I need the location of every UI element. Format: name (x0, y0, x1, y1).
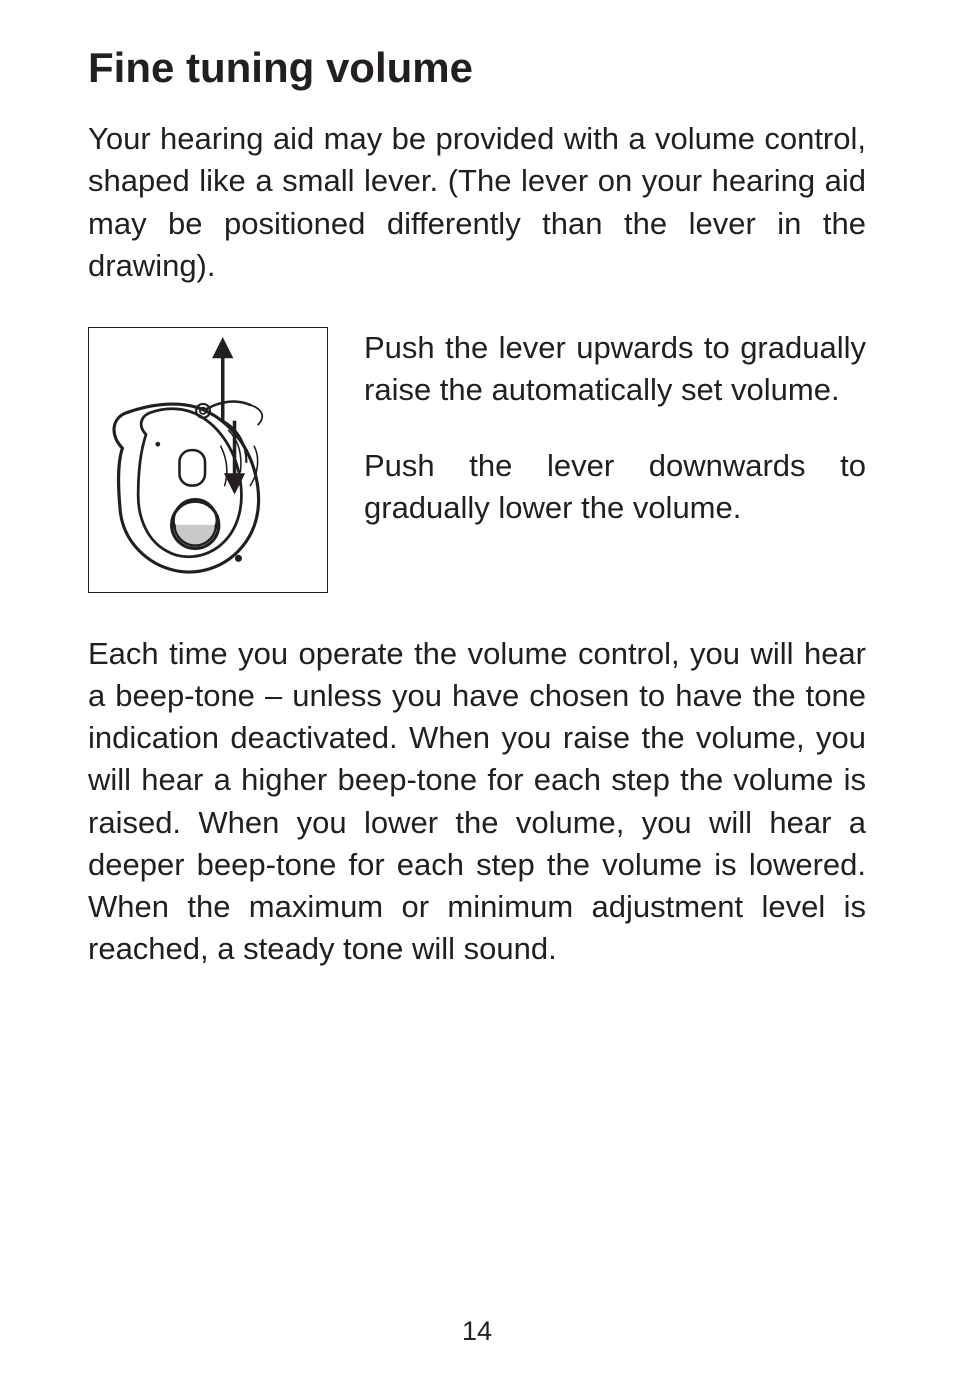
section-title: Fine tuning volume (88, 44, 866, 92)
figure-row: Push the lever upwards to gradu­ally rai… (88, 327, 866, 593)
main-paragraph: Each time you operate the volume control… (88, 633, 866, 970)
page-container: Fine tuning volume Your hearing aid may … (0, 0, 954, 1389)
intro-paragraph: Your hearing aid may be provided with a … (88, 118, 866, 287)
page-number: 14 (0, 1316, 954, 1347)
aside-paragraph-1: Push the lever upwards to gradu­ally rai… (364, 327, 866, 411)
figure-box (88, 327, 328, 593)
figure-text-column: Push the lever upwards to gradu­ally rai… (364, 327, 866, 530)
aside-paragraph-2: Push the lever downwards to gradually lo… (364, 445, 866, 529)
hearing-aid-illustration (89, 328, 325, 590)
